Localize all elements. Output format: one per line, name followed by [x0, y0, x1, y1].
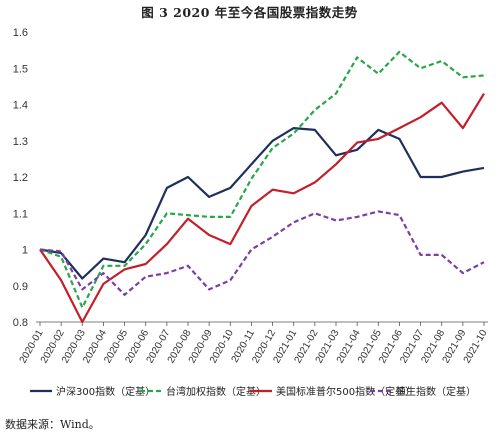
series-line-3: [39, 93, 485, 324]
legend-label-2: 台湾加权指数（定基）: [166, 385, 266, 398]
y-tick-label: 1.3: [13, 136, 28, 148]
y-tick-label: 1.4: [13, 100, 28, 112]
legend-label-3: 美国标准普尔500指数（定基）: [276, 385, 415, 398]
series-line-1: [39, 127, 485, 280]
y-tick-label: 1.5: [13, 63, 28, 75]
y-tick-label: 1: [22, 245, 28, 257]
chart-title: 图 3 2020 年至今各国股票指数走势: [141, 5, 358, 20]
series-lines: [39, 50, 485, 324]
series-line-2: [39, 50, 485, 309]
legend: 沪深300指数（定基） 台湾加权指数（定基） 美国标准普尔500指数（定基）恒生指数…: [30, 385, 476, 398]
y-tick-label: 0.9: [13, 281, 28, 293]
legend-label-1: 沪深300指数（定基）: [56, 385, 155, 398]
y-tick-label: 1.6: [13, 27, 28, 39]
y-tick-label: 1.1: [13, 208, 28, 220]
data-source-note: 数据来源：Wind。: [5, 418, 100, 431]
y-axis-ticks: 0.8 0.9 1 1.1 1.2 1.3 1.4 1.5 1.6: [13, 27, 28, 329]
series-line-4: [39, 210, 485, 296]
x-axis: 2020-012020-022020-032020-042020-052020-…: [18, 321, 490, 365]
y-tick-label: 0.8: [13, 317, 28, 329]
y-tick-label: 1.2: [13, 172, 28, 184]
legend-label-4: 恒生指数（定基）: [396, 385, 476, 398]
